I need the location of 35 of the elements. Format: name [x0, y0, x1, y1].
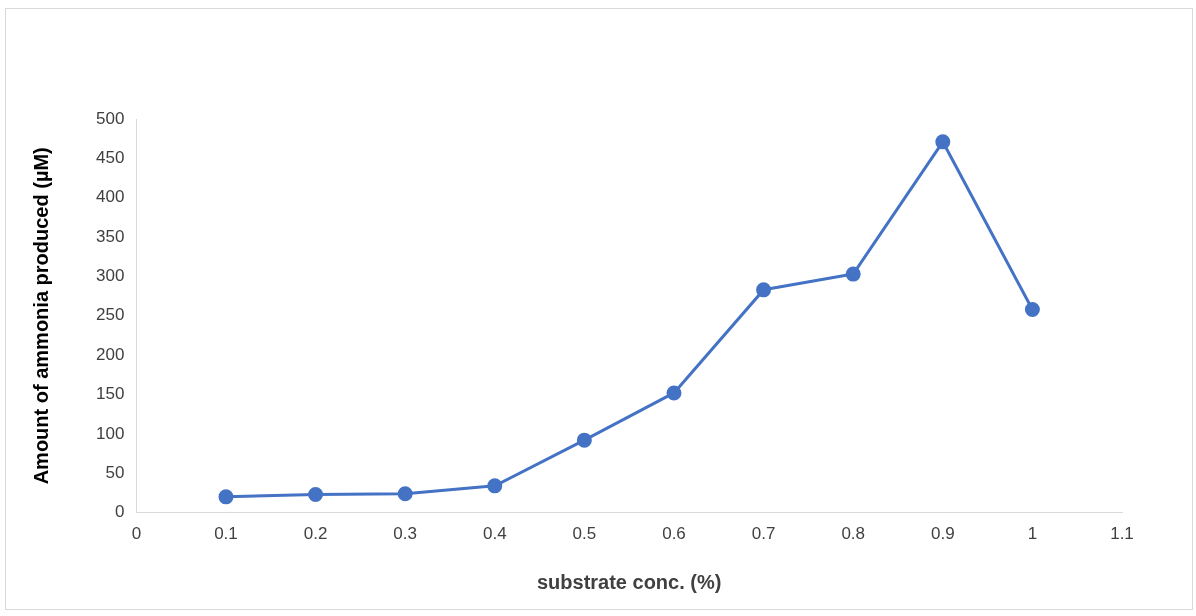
point — [1024, 302, 1040, 317]
point — [666, 385, 682, 401]
x-tick-label: 1.1 — [1110, 524, 1134, 544]
y-tick-label: 0 — [114, 502, 125, 522]
x-tick-label: 0.8 — [841, 524, 866, 544]
y-tick-label: 150 — [95, 384, 125, 404]
y-tick-label: 250 — [95, 305, 125, 325]
y-axis-title: Amount of ammonia produced (µM) — [29, 147, 52, 485]
y-tick-label: 300 — [95, 266, 125, 286]
x-tick-label: 0.9 — [930, 524, 955, 544]
y-tick-label: 400 — [95, 187, 125, 207]
point — [576, 432, 592, 448]
point — [845, 266, 861, 282]
y-tick-label: 500 — [95, 108, 125, 128]
point — [487, 478, 503, 494]
x-tick-label: 1 — [1027, 524, 1038, 544]
y-tick-label: 50 — [105, 462, 125, 482]
x-tick-label: 0.2 — [303, 524, 328, 544]
point — [756, 282, 772, 298]
x-tick-label: 0.7 — [751, 524, 776, 544]
x-tick-label: 0.6 — [662, 524, 686, 544]
x-tick-label: 0.3 — [393, 524, 417, 544]
y-tick-label: 100 — [95, 423, 125, 443]
x-axis-title: substrate conc. (%) — [536, 570, 722, 593]
x-tick-label: 0 — [131, 524, 142, 544]
y-tick-label: 450 — [95, 148, 125, 168]
point — [218, 489, 234, 505]
y-tick-label: 200 — [95, 344, 125, 364]
point — [308, 486, 324, 502]
point — [397, 486, 413, 502]
x-tick-label: 0.1 — [214, 524, 238, 544]
x-tick-label: 0.4 — [482, 524, 507, 544]
x-tick-label: 0.5 — [572, 524, 597, 544]
y-tick-label: 350 — [95, 226, 125, 246]
point — [935, 134, 951, 150]
